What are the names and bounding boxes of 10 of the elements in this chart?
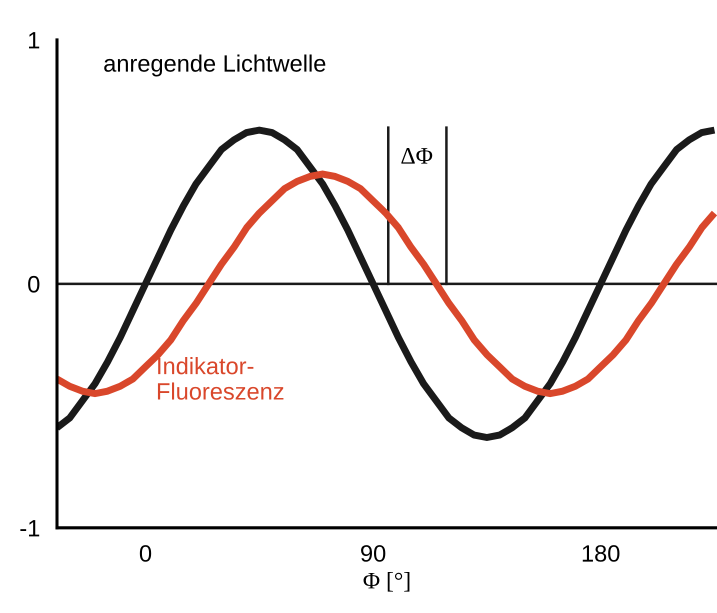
x-tick-label: 90 [361,545,386,562]
y-tick-label: 1 [29,32,40,48]
text: anregende Lichtwelle [104,54,326,76]
series-label: Indikator- Fluoreszenz [158,357,284,400]
x-tick-label: 0 [140,545,152,562]
x-tick-label: 180 [582,545,620,562]
y-tick-label: -1 [20,520,40,536]
annotation: ΔΦ [401,148,432,164]
x-axis-title: Φ [°] [364,572,410,592]
y-tick-label: 0 [28,276,40,293]
